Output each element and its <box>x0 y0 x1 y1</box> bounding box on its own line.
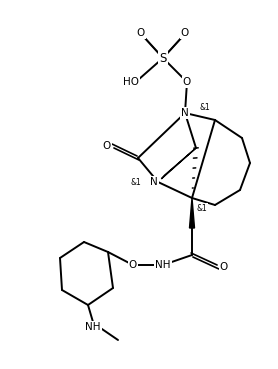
Text: O: O <box>137 28 145 38</box>
Text: N: N <box>181 108 189 118</box>
Text: HO: HO <box>123 77 139 87</box>
Text: O: O <box>183 77 191 87</box>
Text: O: O <box>181 28 189 38</box>
Text: N: N <box>150 177 158 187</box>
Text: NH: NH <box>85 322 101 332</box>
Text: NH: NH <box>155 260 171 270</box>
Polygon shape <box>161 148 196 179</box>
Text: &1: &1 <box>131 177 142 186</box>
Text: &1: &1 <box>197 203 207 213</box>
Text: O: O <box>103 141 111 151</box>
Text: O: O <box>220 262 228 272</box>
Text: O: O <box>129 260 137 270</box>
Text: S: S <box>159 52 167 65</box>
Text: &1: &1 <box>200 103 210 111</box>
Polygon shape <box>190 198 195 228</box>
